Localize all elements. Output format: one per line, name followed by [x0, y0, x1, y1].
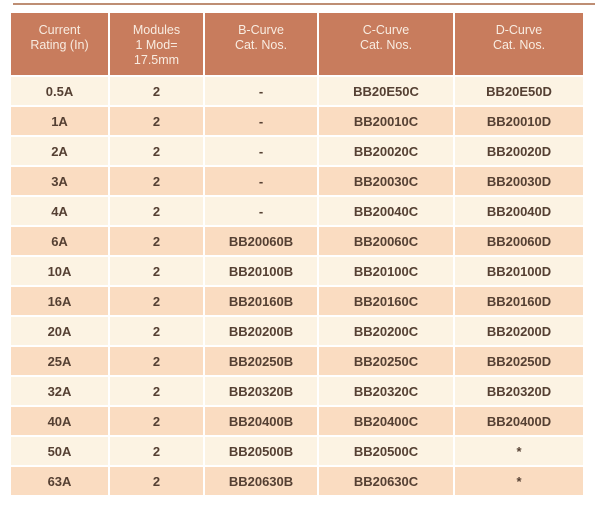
table-row: 0.5A 2- BB20E50C BB20E50D — [9, 75, 585, 107]
cell-d-curve: BB20160D — [453, 285, 585, 317]
cell-current-rating: 0.5A — [9, 75, 110, 107]
cell-b-curve: BB20500B — [203, 435, 319, 467]
cell-b-curve: BB20250B — [203, 345, 319, 377]
cell-modules: 2 — [108, 375, 205, 407]
cell-modules: 2 — [108, 225, 205, 257]
cell-b-curve: BB20160B — [203, 285, 319, 317]
table-row: 16A 2 BB20160B BB20160C BB20160D — [9, 285, 585, 317]
table-row: 20A 2 BB20200B BB20200C BB20200D — [9, 315, 585, 347]
cell-modules: 2 — [108, 315, 205, 347]
cell-b-curve: - — [203, 195, 319, 227]
table-body: 0.5A 2- BB20E50C BB20E50D 1A 2- BB20010C BB2001… — [9, 75, 585, 497]
cell-modules: 2 — [108, 135, 205, 167]
cell-c-curve: BB20020C — [317, 135, 455, 167]
cell-modules: 2 — [108, 405, 205, 437]
cell-modules: 2 — [108, 465, 205, 497]
cell-modules: 2 — [108, 195, 205, 227]
cell-current-rating: 10A — [9, 255, 110, 287]
cell-c-curve: BB20E50C — [317, 75, 455, 107]
cell-c-curve: BB20030C — [317, 165, 455, 197]
header-row: Current Rating (In) Modules 1 Mod= 17.5m… — [9, 11, 585, 77]
catalog-table: Current Rating (In) Modules 1 Mod= 17.5m… — [9, 11, 585, 497]
cell-c-curve: BB20500C — [317, 435, 455, 467]
table-row: 2A 2- BB20020C BB20020D — [9, 135, 585, 167]
col-header-d-curve: D-Curve Cat. Nos. — [453, 11, 585, 77]
cell-c-curve: BB20630C — [317, 465, 455, 497]
cell-modules: 2 — [108, 255, 205, 287]
cell-d-curve: BB20250D — [453, 345, 585, 377]
cell-current-rating: 3A — [9, 165, 110, 197]
col-header-modules: Modules 1 Mod= 17.5mm — [108, 11, 205, 77]
cell-c-curve: BB20100C — [317, 255, 455, 287]
cell-b-curve: BB20200B — [203, 315, 319, 347]
cell-current-rating: 2A — [9, 135, 110, 167]
cell-d-curve: BB20200D — [453, 315, 585, 347]
col-header-current-rating: Current Rating (In) — [9, 11, 110, 77]
cell-d-curve: BB20E50D — [453, 75, 585, 107]
cell-modules: 2 — [108, 345, 205, 377]
cell-current-rating: 50A — [9, 435, 110, 467]
cell-d-curve: BB20010D — [453, 105, 585, 137]
cell-d-curve: BB20320D — [453, 375, 585, 407]
cell-c-curve: BB20320C — [317, 375, 455, 407]
cell-d-curve: BB20400D — [453, 405, 585, 437]
cell-b-curve: - — [203, 165, 319, 197]
cell-modules: 2 — [108, 75, 205, 107]
cell-c-curve: BB20160C — [317, 285, 455, 317]
cell-current-rating: 4A — [9, 195, 110, 227]
table-row: 6A 2 BB20060B BB20060C BB20060D — [9, 225, 585, 257]
cell-b-curve: BB20320B — [203, 375, 319, 407]
cell-c-curve: BB20250C — [317, 345, 455, 377]
table-row: 25A 2 BB20250B BB20250C BB20250D — [9, 345, 585, 377]
cell-current-rating: 40A — [9, 405, 110, 437]
cell-d-curve: BB20040D — [453, 195, 585, 227]
col-header-c-curve: C-Curve Cat. Nos. — [317, 11, 455, 77]
cell-d-curve: * — [453, 435, 585, 467]
cell-d-curve: * — [453, 465, 585, 497]
cell-d-curve: BB20020D — [453, 135, 585, 167]
cell-b-curve: - — [203, 75, 319, 107]
cell-c-curve: BB20010C — [317, 105, 455, 137]
cell-modules: 2 — [108, 285, 205, 317]
cell-current-rating: 32A — [9, 375, 110, 407]
cell-b-curve: - — [203, 105, 319, 137]
top-divider-line — [13, 3, 595, 5]
cell-current-rating: 1A — [9, 105, 110, 137]
table-row: 4A 2- BB20040C BB20040D — [9, 195, 585, 227]
cell-current-rating: 25A — [9, 345, 110, 377]
table-row: 10A 2 BB20100B BB20100C BB20100D — [9, 255, 585, 287]
cell-current-rating: 16A — [9, 285, 110, 317]
cell-b-curve: - — [203, 135, 319, 167]
cell-b-curve: BB20100B — [203, 255, 319, 287]
table-row: 40A 2 BB20400B BB20400C BB20400D — [9, 405, 585, 437]
cell-modules: 2 — [108, 165, 205, 197]
cell-b-curve: BB20630B — [203, 465, 319, 497]
cell-d-curve: BB20060D — [453, 225, 585, 257]
col-header-b-curve: B-Curve Cat. Nos. — [203, 11, 319, 77]
cell-modules: 2 — [108, 435, 205, 467]
cell-d-curve: BB20030D — [453, 165, 585, 197]
cell-current-rating: 6A — [9, 225, 110, 257]
cell-current-rating: 20A — [9, 315, 110, 347]
table-header: Current Rating (In) Modules 1 Mod= 17.5m… — [9, 11, 585, 77]
table-row: 32A 2 BB20320B BB20320C BB20320D — [9, 375, 585, 407]
table-row: 3A 2- BB20030C BB20030D — [9, 165, 585, 197]
table-row: 1A 2- BB20010C BB20010D — [9, 105, 585, 137]
table-row: 63A 2 BB20630B BB20630C * — [9, 465, 585, 497]
cell-c-curve: BB20200C — [317, 315, 455, 347]
cell-b-curve: BB20400B — [203, 405, 319, 437]
cell-current-rating: 63A — [9, 465, 110, 497]
cell-c-curve: BB20400C — [317, 405, 455, 437]
cell-b-curve: BB20060B — [203, 225, 319, 257]
table-row: 50A 2 BB20500B BB20500C * — [9, 435, 585, 467]
cell-c-curve: BB20040C — [317, 195, 455, 227]
cell-c-curve: BB20060C — [317, 225, 455, 257]
cell-modules: 2 — [108, 105, 205, 137]
cell-d-curve: BB20100D — [453, 255, 585, 287]
